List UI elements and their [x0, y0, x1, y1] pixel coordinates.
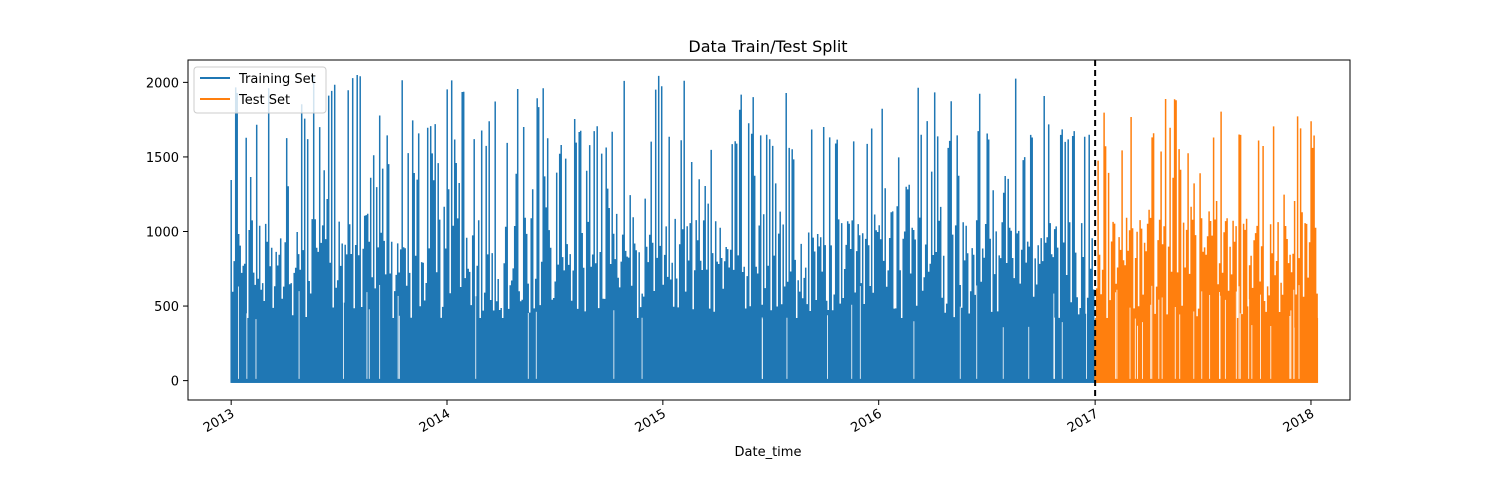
chart-title: Data Train/Test Split	[688, 37, 847, 56]
y-tick-label: 2000	[146, 76, 179, 91]
x-tick-label: 2018	[1281, 406, 1317, 436]
x-tick-label: 2015	[633, 406, 669, 436]
y-tick-label: 1500	[146, 151, 179, 166]
x-tick-label: 2013	[201, 406, 237, 436]
plot-frame	[187, 59, 1351, 401]
legend: Training Set Test Set	[193, 66, 327, 114]
x-axis-label: Date_time	[735, 445, 802, 460]
legend-label-test: Test Set	[238, 93, 290, 108]
x-tick-label: 2017	[1065, 406, 1101, 436]
x-tick-label: 2014	[417, 406, 453, 436]
y-axis: 0 500 1000 1500 2000	[146, 76, 188, 390]
series-line	[1094, 99, 1318, 383]
y-tick-label: 1000	[146, 225, 179, 240]
y-tick-label: 0	[171, 375, 179, 390]
y-tick-label: 500	[154, 300, 179, 315]
x-axis: 2013 2014 2015 2016 2017 2018	[201, 400, 1317, 436]
legend-label-training: Training Set	[238, 72, 316, 87]
series-line	[230, 75, 1095, 383]
series-layer	[230, 75, 1319, 383]
series-test	[1094, 99, 1319, 383]
series-training	[230, 75, 1095, 383]
x-tick-label: 2016	[849, 406, 885, 436]
